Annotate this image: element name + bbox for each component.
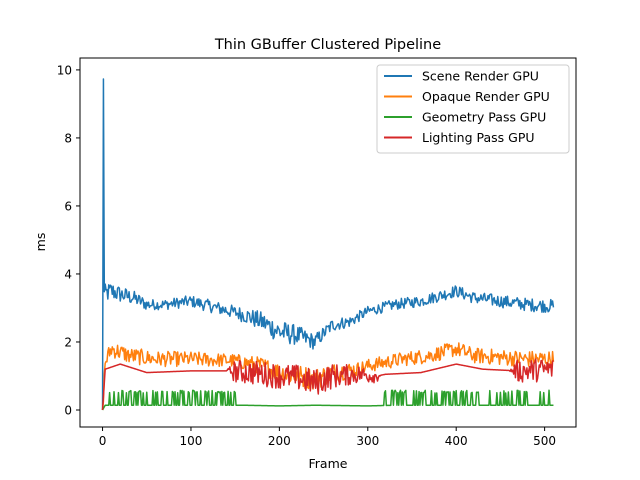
legend-label: Lighting Pass GPU bbox=[422, 130, 535, 145]
chart-title: Thin GBuffer Clustered Pipeline bbox=[214, 37, 441, 53]
plot-frame bbox=[79, 57, 577, 428]
x-axis-ticks: 0 100 200 300 400 500 bbox=[99, 427, 556, 448]
series-line-geometry-pass-gpu bbox=[101, 389, 554, 411]
legend: Scene Render GPU Opaque Render GPU Geometr… bbox=[376, 64, 570, 154]
y-tick-label: 8 bbox=[64, 131, 72, 145]
x-tick-label: 100 bbox=[180, 434, 203, 448]
legend-label: Scene Render GPU bbox=[422, 69, 539, 84]
x-tick-label: 400 bbox=[445, 434, 468, 448]
x-axis-label: Frame bbox=[309, 456, 348, 471]
series-line-lighting-pass-gpu bbox=[101, 358, 555, 411]
legend-label: Opaque Render GPU bbox=[422, 89, 550, 104]
legend-label: Geometry Pass GPU bbox=[422, 110, 546, 125]
x-tick-label: 0 bbox=[99, 434, 107, 448]
y-tick-label: 0 bbox=[64, 403, 72, 417]
series-line-scene-render-gpu bbox=[101, 78, 555, 411]
series-line-opaque-render-gpu bbox=[101, 342, 555, 411]
legend-box bbox=[376, 64, 570, 154]
series-layer bbox=[101, 78, 555, 411]
x-tick-label: 200 bbox=[268, 434, 291, 448]
y-tick-label: 6 bbox=[64, 199, 72, 213]
y-tick-label: 4 bbox=[64, 267, 72, 281]
x-tick-label: 300 bbox=[356, 434, 379, 448]
x-tick-label: 500 bbox=[533, 434, 556, 448]
y-axis-ticks: 0 2 4 6 8 10 bbox=[57, 63, 80, 417]
y-tick-label: 10 bbox=[57, 63, 72, 77]
y-axis-label: ms bbox=[33, 233, 48, 252]
y-tick-label: 2 bbox=[64, 335, 72, 349]
